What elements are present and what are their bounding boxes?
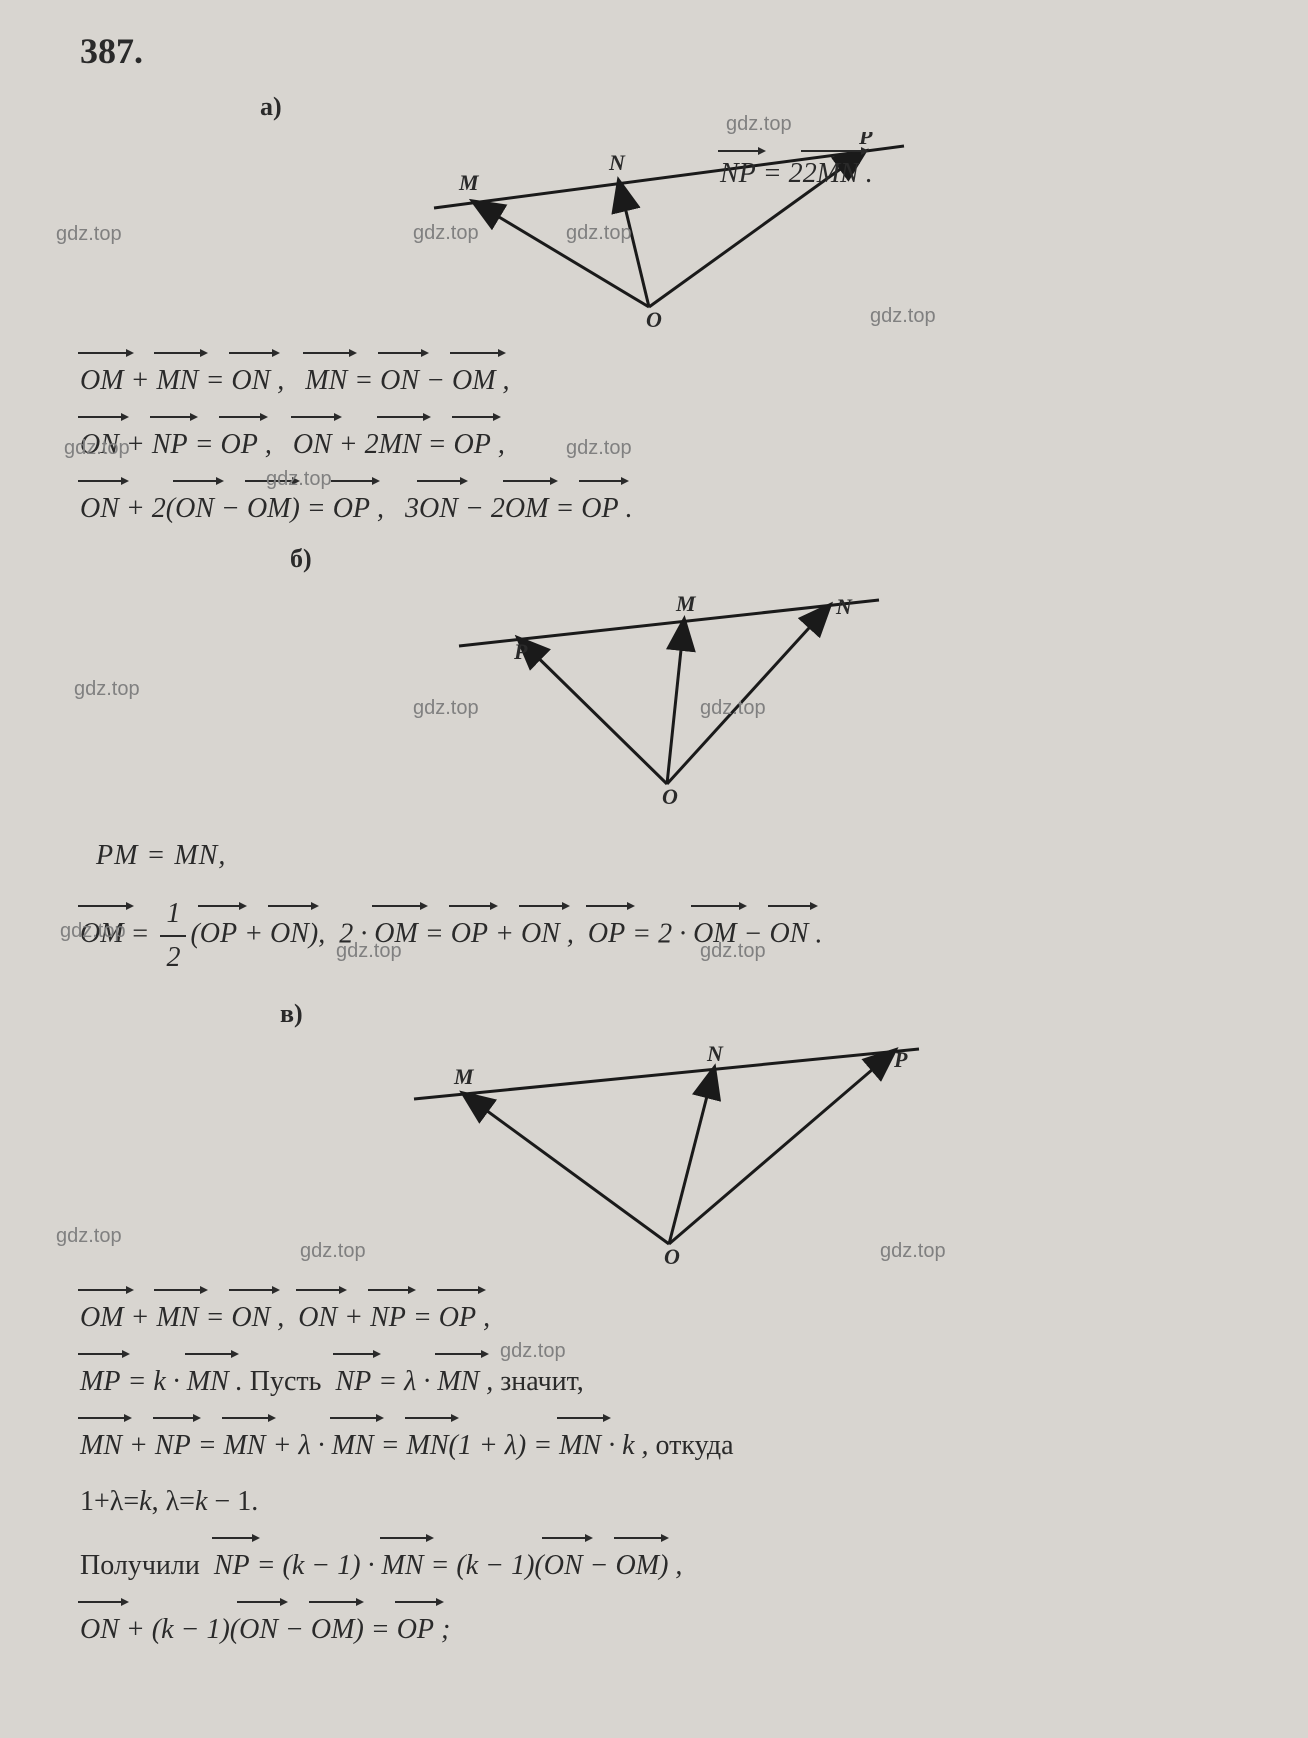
formula-c-1: OM + MN = ON , ON + NP = OP ,: [80, 1289, 1228, 1339]
formula-a-1: OM + MN = ON , MN = ON − OM ,: [80, 352, 1228, 402]
section-b-label: б): [80, 544, 1228, 574]
formula-a-3: ON + 2(ON − OM) = OP , 3ON − 2OM = OP .: [80, 480, 1228, 530]
diagram-c: M N P O: [80, 1039, 1228, 1269]
section-c-label: в): [80, 999, 1228, 1029]
svg-text:M: M: [458, 170, 480, 195]
section-a-label: а): [80, 92, 1228, 122]
formula-c-5: Получили NP = (k − 1) · MN = (k − 1)(ON …: [80, 1537, 1228, 1587]
diagram-b: P M N O: [80, 584, 1228, 814]
formula-c-6: ON + (k − 1)(ON − OM) = OP ;: [80, 1601, 1228, 1651]
vec-mn: 2MN: [803, 150, 859, 190]
svg-text:O: O: [662, 784, 678, 809]
svg-text:M: M: [453, 1064, 475, 1089]
diagram-a: M N P O: [80, 132, 1228, 332]
formula-b-main: OM = 12(OP + ON), 2 · OM = OP + ON , OP …: [80, 893, 1228, 979]
formula-c-2: MP = k · MN . Пусть NP = λ · MN , значит…: [80, 1353, 1228, 1403]
formula-c-3: MN + NP = MN + λ · MN = MN(1 + λ) = MN ·…: [80, 1417, 1228, 1467]
svg-text:P: P: [893, 1047, 908, 1072]
vec-np: NP: [720, 150, 756, 190]
side-equation-a: NP = 22MN .: [720, 150, 873, 190]
svg-text:P: P: [513, 639, 528, 664]
svg-text:N: N: [706, 1041, 724, 1066]
diagram-c-svg: M N P O: [374, 1039, 934, 1269]
svg-text:N: N: [835, 594, 853, 619]
svg-text:M: M: [675, 591, 697, 616]
formula-b-pre: PM = MN,: [80, 834, 1228, 879]
formula-a-2: ON + NP = OP , ON + 2MN = OP ,: [80, 416, 1228, 466]
svg-text:O: O: [646, 307, 662, 332]
svg-text:O: O: [664, 1244, 680, 1269]
problem-number: 387.: [80, 30, 1228, 72]
diagram-b-svg: P M N O: [404, 584, 904, 814]
svg-text:N: N: [608, 150, 626, 175]
formula-c-4: 1+λ=k, λ=k − 1.: [80, 1481, 1228, 1523]
